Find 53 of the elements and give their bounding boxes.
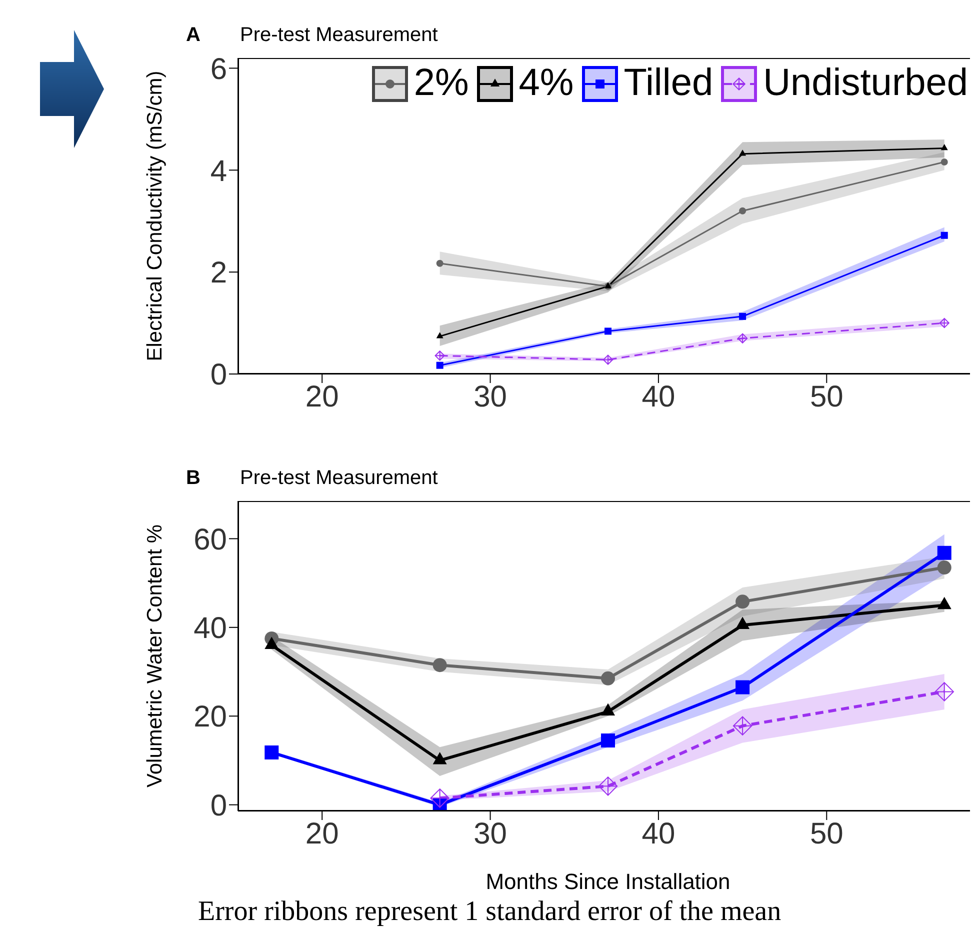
x-tick-label: 20 <box>305 817 339 850</box>
point <box>436 362 444 369</box>
point <box>436 260 444 267</box>
y-tick-label: 40 <box>194 612 227 646</box>
y-tick-label: 60 <box>194 523 227 556</box>
x-axis-title: Months Since Installation <box>486 869 730 894</box>
point <box>430 788 450 808</box>
point <box>604 328 612 335</box>
point <box>937 560 952 575</box>
point <box>436 332 444 338</box>
text: A <box>186 24 200 47</box>
point <box>736 680 750 694</box>
chart-title: Pre-test Measurement <box>240 24 438 47</box>
y-tick-label: 0 <box>210 358 227 392</box>
point <box>939 318 950 328</box>
chart-title: Pre-test Measurement <box>240 467 438 490</box>
x-tick-label: 50 <box>810 817 844 850</box>
point <box>601 671 615 686</box>
point <box>739 207 746 214</box>
point <box>934 682 954 702</box>
legend-label: 4% <box>518 62 574 105</box>
point <box>739 312 746 320</box>
point <box>602 354 614 365</box>
x-tick-label: 40 <box>642 817 676 850</box>
point <box>737 333 748 344</box>
y-tick-label: 0 <box>210 789 227 822</box>
text: Error ribbons represent 1 standard error of the mean <box>198 896 782 928</box>
point <box>739 150 746 156</box>
x-tick-label: 40 <box>642 380 676 414</box>
y-tick-label: 4 <box>210 154 227 188</box>
point <box>736 594 750 609</box>
x-tick-label: 30 <box>474 380 507 414</box>
point <box>598 776 618 796</box>
point <box>940 158 948 166</box>
text: B <box>186 467 200 490</box>
point <box>940 232 948 239</box>
y-tick-label: 20 <box>194 700 227 734</box>
x-tick-label: 20 <box>305 380 339 414</box>
y-axis-title: Volumetric Water Content % <box>143 524 166 788</box>
x-tick-label: 30 <box>474 817 507 850</box>
y-tick-label: 6 <box>210 52 227 86</box>
y-tick-label: 2 <box>210 256 227 290</box>
y-axis-title: Electrical Conductivity (mS/cm) <box>143 70 166 362</box>
point <box>264 745 279 760</box>
legend-label: Undisturbed <box>763 62 968 105</box>
legend-label: 2% <box>414 62 469 105</box>
x-tick-label: 50 <box>810 380 844 414</box>
legend-label: Tilled <box>624 62 714 105</box>
point <box>432 658 447 672</box>
point <box>434 350 445 361</box>
point <box>940 144 948 150</box>
point <box>732 716 752 736</box>
point <box>937 546 952 560</box>
